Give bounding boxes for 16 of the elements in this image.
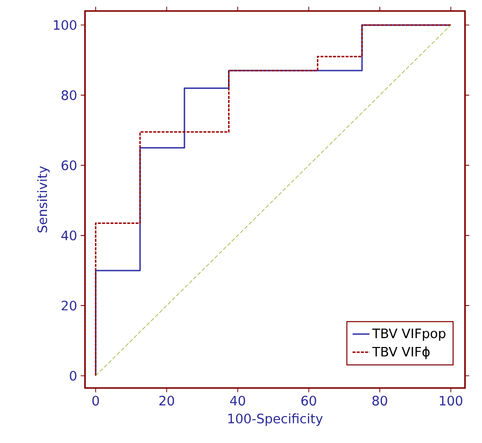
y-axis-title: Sensitivity [37, 166, 50, 232]
x-tick-label: 40 [230, 396, 246, 406]
x-tick-label: 20 [159, 396, 174, 406]
legend-label: TBV VIFϕ [372, 346, 430, 360]
y-tick-label: 20 [62, 300, 76, 310]
y-tick-label: 0 [70, 370, 76, 381]
x-axis-title: 100-Specificity [228, 413, 323, 426]
x-tick-label: 0 [92, 396, 99, 406]
x-tick-label: 80 [372, 396, 388, 406]
y-tick-label: 40 [61, 230, 76, 240]
y-tick-label: 80 [62, 90, 76, 100]
x-tick-label: 100 [440, 396, 462, 406]
y-tick-label: 60 [62, 160, 76, 170]
legend-label: TBV VIFpop [372, 328, 446, 341]
y-tick-label: 100 [54, 20, 76, 30]
x-tick-label: 60 [301, 396, 316, 406]
